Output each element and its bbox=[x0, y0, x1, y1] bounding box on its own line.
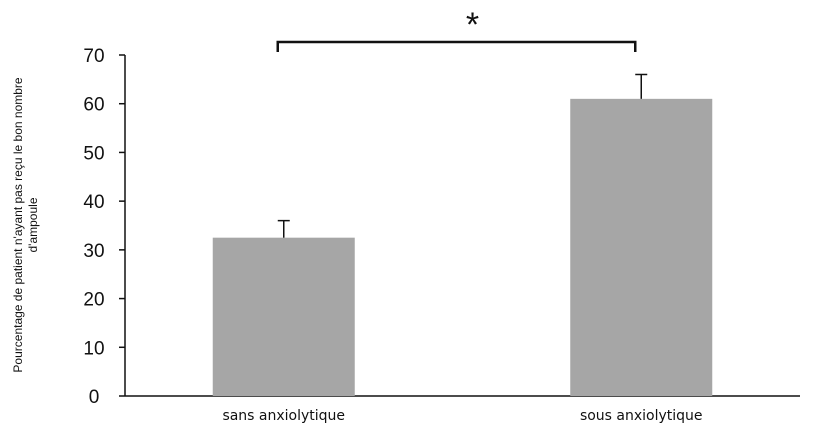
y-axis-label-line: d'ampoule bbox=[26, 197, 40, 252]
error-bars bbox=[277, 73, 648, 238]
x-category-label: sous anxiolytique bbox=[580, 408, 703, 424]
y-tick-label: 50 bbox=[83, 143, 104, 164]
x-category-label: sans anxiolytique bbox=[222, 408, 345, 424]
y-ticks: 0 10 20 30 40 50 60 70 bbox=[83, 46, 125, 408]
y-axis-label: Pourcentage de patient n'ayant pas reçu … bbox=[11, 77, 40, 372]
significance-line bbox=[276, 40, 637, 52]
y-tick-label: 10 bbox=[83, 338, 104, 359]
y-tick-label: 30 bbox=[83, 241, 104, 262]
x-labels: sans anxiolytique sous anxiolytique bbox=[222, 408, 702, 424]
significance-label: * bbox=[466, 6, 479, 44]
x-axis: sans anxiolytique sous anxiolytique bbox=[125, 395, 800, 424]
y-tick-label: 60 bbox=[83, 95, 104, 116]
y-tick-label: 0 bbox=[89, 387, 100, 408]
y-tick-label: 70 bbox=[83, 46, 104, 67]
y-axis-label-line: Pourcentage de patient n'ayant pas reçu … bbox=[11, 77, 25, 372]
y-axis: 0 10 20 30 40 50 60 70 bbox=[83, 46, 126, 408]
bar bbox=[570, 98, 713, 396]
bar bbox=[212, 237, 355, 396]
significance-bracket: * bbox=[276, 6, 637, 52]
bars bbox=[212, 98, 713, 396]
y-tick-label: 20 bbox=[83, 290, 104, 311]
y-tick-label: 40 bbox=[83, 192, 104, 213]
